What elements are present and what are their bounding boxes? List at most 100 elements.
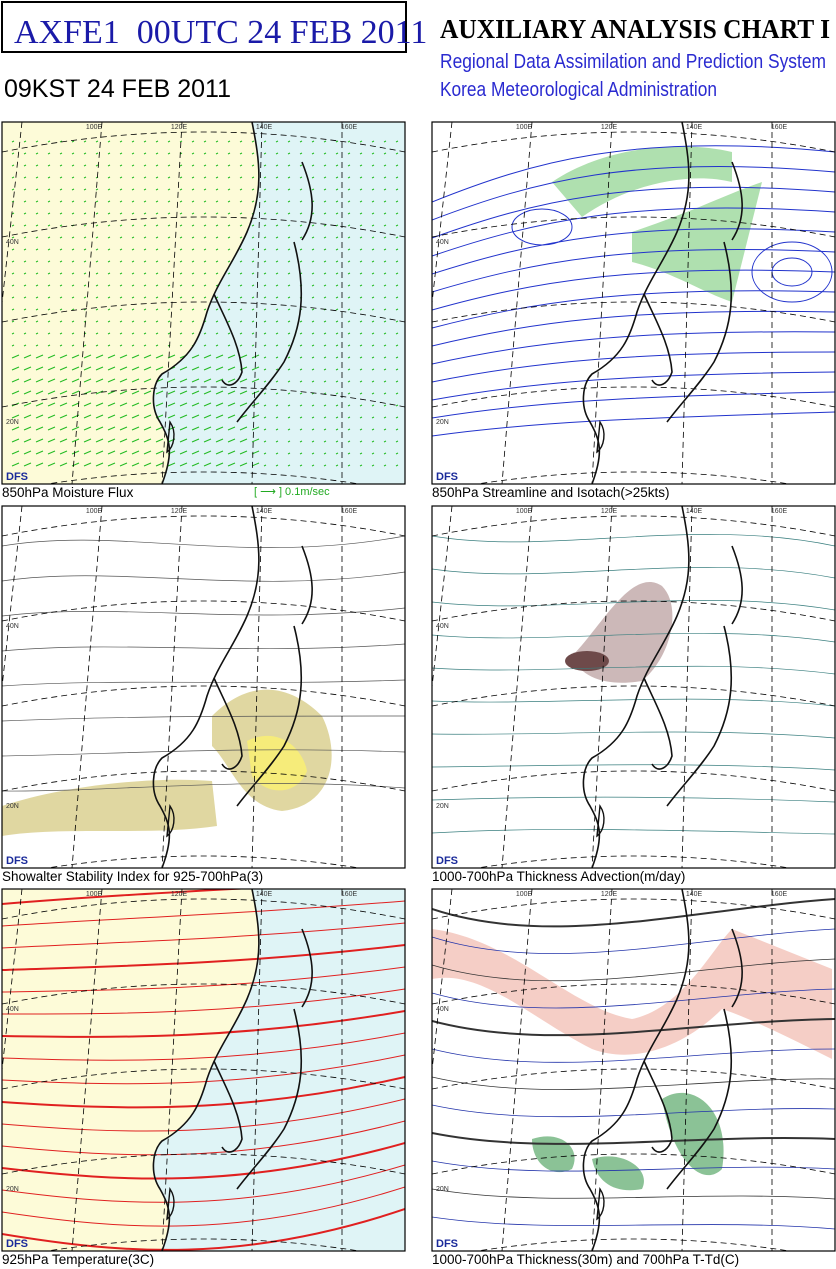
coastline <box>236 161 313 423</box>
flux-arrow <box>95 344 99 347</box>
flux-arrow <box>335 152 339 155</box>
flux-arrow <box>311 368 315 371</box>
flux-arrow <box>239 152 243 155</box>
flux-arrow <box>287 308 291 311</box>
flux-arrow <box>35 402 44 407</box>
flux-arrow <box>131 462 140 467</box>
flux-arrow <box>119 272 123 275</box>
flux-arrow <box>23 390 32 395</box>
flux-arrow <box>251 272 255 275</box>
flux-arrow <box>131 224 135 227</box>
flux-arrow <box>23 296 27 299</box>
flux-arrow <box>155 332 159 335</box>
lon-label: 140E <box>686 124 703 131</box>
flux-arrow <box>263 200 267 203</box>
coastline <box>596 420 605 454</box>
isotherm <box>2 1098 405 1132</box>
flux-arrow <box>191 378 200 383</box>
flux-arrow <box>323 296 327 299</box>
flux-arrow <box>179 462 188 467</box>
streamline <box>432 165 835 221</box>
coastline <box>213 1060 243 1153</box>
lon-line <box>161 506 183 868</box>
flux-arrow <box>11 140 15 143</box>
flux-arrow <box>107 284 111 287</box>
lon-line <box>251 889 263 1251</box>
panel-frame <box>1 888 406 1252</box>
flux-arrow <box>71 272 75 275</box>
flux-arrow <box>395 392 399 395</box>
flux-arrow <box>287 452 291 455</box>
flux-arrow <box>191 140 195 143</box>
flux-arrow <box>275 200 279 203</box>
flux-arrow <box>311 440 315 443</box>
flux-arrow <box>95 236 99 239</box>
flux-arrow <box>191 438 200 443</box>
lat-line <box>432 1068 835 1090</box>
flux-arrow <box>35 426 44 431</box>
contour <box>432 698 835 707</box>
flux-arrow <box>251 176 255 179</box>
lon-line <box>681 889 693 1251</box>
flux-arrow <box>251 248 255 251</box>
flux-arrow <box>47 354 56 359</box>
flux-arrow <box>155 212 159 215</box>
flux-arrow <box>95 188 99 191</box>
flux-arrow <box>371 164 375 167</box>
flux-arrow <box>383 452 387 455</box>
flux-arrow <box>131 344 135 347</box>
flux-arrow <box>371 428 375 431</box>
lon-line <box>251 506 263 868</box>
flux-arrow <box>47 320 51 323</box>
model-label: DFS <box>6 855 28 867</box>
flux-arrow <box>143 426 152 431</box>
flux-arrow <box>227 200 231 203</box>
flux-arrow <box>383 392 387 395</box>
flux-arrow <box>371 416 375 419</box>
contour <box>432 1076 835 1090</box>
flux-arrow <box>95 248 99 251</box>
flux-arrow <box>107 164 111 167</box>
flux-arrow <box>179 366 188 371</box>
flux-arrow <box>203 344 207 347</box>
flux-arrow <box>347 188 351 191</box>
flux-arrow <box>359 368 363 371</box>
flux-arrow <box>203 378 212 383</box>
flux-arrow <box>371 368 375 371</box>
flux-arrow <box>47 390 56 395</box>
flux-arrow <box>71 176 75 179</box>
flux-arrow <box>59 188 63 191</box>
map-body: 100E 120E 140E 160E 40N 20N DFS <box>432 506 835 868</box>
flux-arrow <box>59 212 63 215</box>
model-label: DFS <box>436 855 458 867</box>
flux-arrow <box>287 248 291 251</box>
flux-arrow <box>299 392 303 395</box>
flux-arrow <box>215 426 224 431</box>
flux-arrow <box>11 236 15 239</box>
flux-arrow <box>359 272 363 275</box>
flux-arrow <box>179 426 188 431</box>
flux-arrow <box>83 200 87 203</box>
flux-arrow <box>215 344 219 347</box>
lon-line <box>432 506 453 691</box>
flux-arrow <box>347 296 351 299</box>
contour <box>432 1018 835 1037</box>
flux-arrow <box>383 176 387 179</box>
flux-arrow <box>335 164 339 167</box>
flux-arrow <box>371 464 375 467</box>
flux-arrow <box>275 416 279 419</box>
vortex <box>511 208 573 246</box>
lat-line <box>2 983 405 1005</box>
flux-arrow <box>275 440 279 443</box>
flux-arrow <box>275 284 279 287</box>
flux-arrow <box>383 164 387 167</box>
contour <box>432 988 835 1009</box>
flux-arrow <box>299 356 303 359</box>
flux-arrow <box>395 140 399 143</box>
flux-arrow <box>227 438 236 443</box>
contour <box>432 600 835 611</box>
flux-legend: [ ⟶ ] 0.1m/sec <box>254 486 330 498</box>
flux-arrow <box>107 260 111 263</box>
lon-label: 140E <box>686 891 703 898</box>
flux-arrow <box>359 296 363 299</box>
